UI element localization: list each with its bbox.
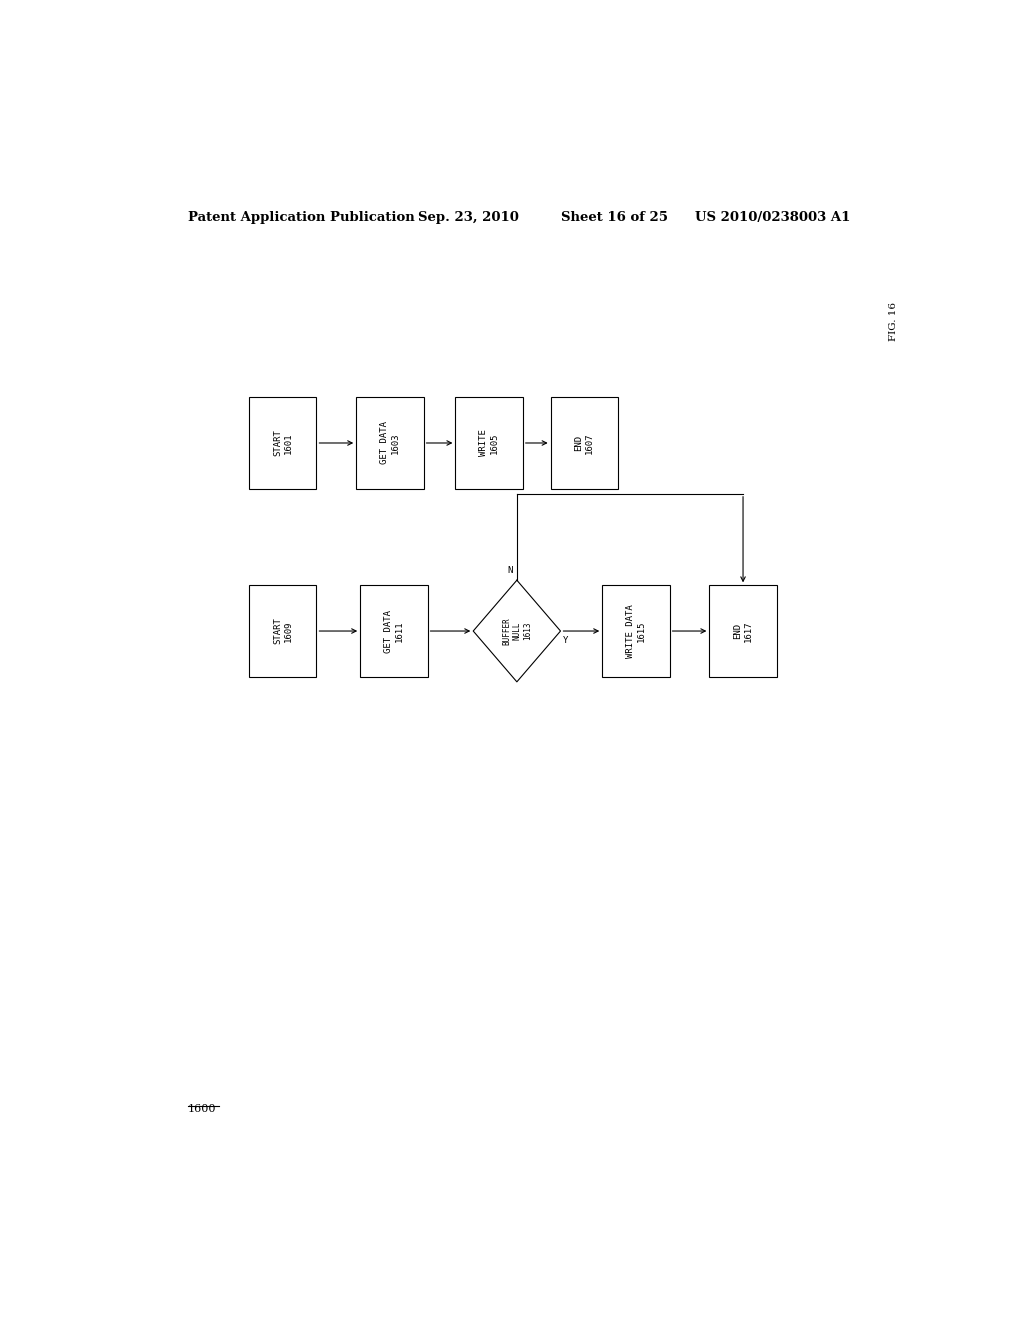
Text: US 2010/0238003 A1: US 2010/0238003 A1 xyxy=(695,211,851,224)
FancyBboxPatch shape xyxy=(602,585,670,677)
Text: END
1617: END 1617 xyxy=(733,620,753,642)
Text: Sheet 16 of 25: Sheet 16 of 25 xyxy=(560,211,668,224)
Text: Patent Application Publication: Patent Application Publication xyxy=(187,211,415,224)
Text: START
1601: START 1601 xyxy=(273,429,293,457)
Text: FIG. 16: FIG. 16 xyxy=(889,301,897,341)
FancyBboxPatch shape xyxy=(249,585,316,677)
Text: GET DATA
1603: GET DATA 1603 xyxy=(380,421,399,465)
FancyBboxPatch shape xyxy=(356,397,424,488)
FancyBboxPatch shape xyxy=(710,585,777,677)
Text: GET DATA
1611: GET DATA 1611 xyxy=(384,610,403,652)
Text: START
1609: START 1609 xyxy=(273,618,293,644)
Text: BUFFER
NULL
1613: BUFFER NULL 1613 xyxy=(502,618,531,645)
Text: Sep. 23, 2010: Sep. 23, 2010 xyxy=(418,211,518,224)
Text: N: N xyxy=(508,566,513,576)
FancyBboxPatch shape xyxy=(551,397,618,488)
Text: END
1607: END 1607 xyxy=(574,432,594,454)
Text: 1600: 1600 xyxy=(187,1104,216,1114)
FancyBboxPatch shape xyxy=(360,585,428,677)
Text: WRITE DATA
1615: WRITE DATA 1615 xyxy=(627,605,645,657)
Text: WRITE
1605: WRITE 1605 xyxy=(479,429,499,457)
FancyBboxPatch shape xyxy=(456,397,523,488)
FancyBboxPatch shape xyxy=(249,397,316,488)
Text: Y: Y xyxy=(563,636,568,645)
